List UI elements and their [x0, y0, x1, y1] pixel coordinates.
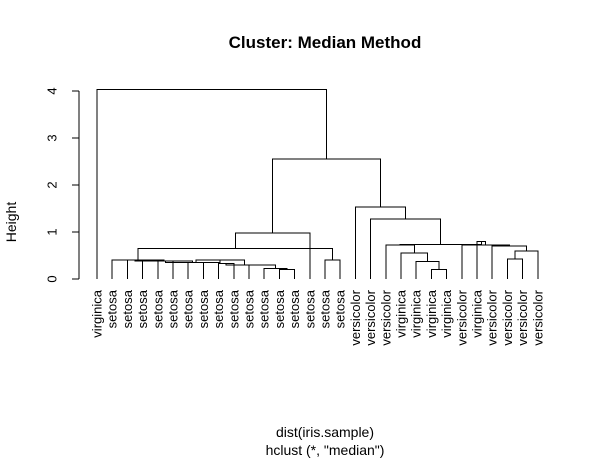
leaf-label: setosa [135, 289, 150, 328]
leaf-label: virginica [394, 289, 409, 337]
leaf-label: versicolor [530, 289, 545, 345]
dendrogram-link [400, 252, 429, 279]
leaf-label: virginica [439, 289, 454, 337]
dendrogram-link [506, 258, 524, 279]
leaf-label: versicolor [363, 289, 378, 345]
dendrogram-link [111, 259, 165, 279]
y-axis: 0 1 2 3 4 [45, 87, 80, 283]
dendrogram-link [234, 232, 311, 279]
leaf-label: setosa [272, 289, 287, 328]
leaf-label: versicolor [485, 289, 500, 345]
leaf-label: setosa [287, 289, 302, 328]
dendrogram-link [157, 260, 174, 279]
dendrogram-link [225, 263, 263, 266]
leaf-label: versicolor [348, 289, 363, 345]
dendrogram-link [461, 244, 510, 279]
leaf-label: setosa [302, 289, 317, 328]
leaf-label: virginica [90, 289, 105, 337]
leaf-label: versicolor [515, 289, 530, 345]
y-tick-label: 2 [45, 181, 60, 188]
leaf-label: versicolor [378, 289, 393, 345]
dendrogram-link [370, 218, 442, 279]
y-tick-label: 0 [45, 275, 60, 282]
chart-title: Cluster: Median Method [229, 33, 422, 52]
dendrogram-link [476, 240, 487, 279]
dendrogram-link [430, 269, 448, 279]
y-axis-label: Height [3, 202, 19, 243]
dendrogram-link [278, 269, 296, 279]
dendrogram-link [263, 268, 288, 279]
dendrogram-link [137, 247, 334, 261]
dendrogram-link [354, 206, 407, 279]
dendrogram-link [385, 244, 415, 279]
leaf-label: setosa [211, 289, 226, 328]
dendrogram-link [218, 262, 235, 279]
leaf-label: virginica [424, 289, 439, 337]
dendrogram-link [187, 262, 204, 279]
y-tick-label: 3 [45, 134, 60, 141]
leaf-label: setosa [257, 289, 272, 328]
dendrogram-link [126, 259, 144, 279]
leaf-label: setosa [105, 289, 120, 328]
leaf-label: setosa [333, 289, 348, 328]
leaf-label: setosa [166, 289, 181, 328]
leaf-label: virginica [409, 289, 424, 337]
leaf-label: setosa [196, 289, 211, 328]
x-axis-label: dist(iris.sample) [276, 424, 374, 440]
dendrogram-link [248, 264, 277, 279]
dendrogram-link [96, 89, 328, 279]
dendrogram-link [324, 259, 341, 279]
leaf-label: versicolor [454, 289, 469, 345]
dendrogram-links [96, 89, 539, 279]
leaf-label: setosa [318, 289, 333, 328]
leaf-label: setosa [181, 289, 196, 328]
y-tick-label: 4 [45, 87, 60, 94]
leaf-label: setosa [226, 289, 241, 328]
leaf-label: setosa [150, 289, 165, 328]
method-sublabel: hclust (*, "median") [266, 442, 385, 458]
leaf-label: setosa [242, 289, 257, 328]
dendrogram-link [272, 158, 382, 233]
leaf-label: setosa [120, 289, 135, 328]
dendrogram-link [514, 250, 539, 279]
y-tick-label: 1 [45, 228, 60, 235]
leaf-labels: virginica setosa setosa setosa setosa setosa s… [90, 289, 546, 345]
leaf-label: virginica [470, 289, 485, 337]
dendrogram-link [415, 261, 440, 279]
leaf-label: versicolor [500, 289, 515, 345]
